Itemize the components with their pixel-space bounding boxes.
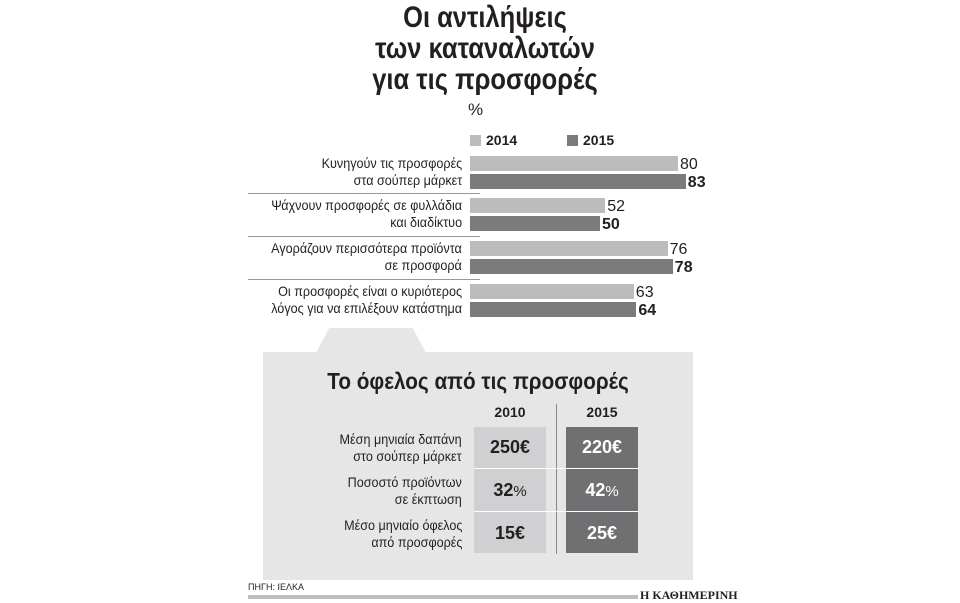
group-divider bbox=[248, 236, 480, 237]
brand-logo: Η ΚΑΘΗΜΕΡΙΝΗ bbox=[640, 588, 738, 602]
category-label-line: Αγοράζουν περισσότερα προϊόντα bbox=[271, 240, 462, 256]
bar-2014 bbox=[470, 284, 634, 299]
row-label-line: Μέση μηνιαία δαπάνη bbox=[339, 431, 462, 447]
cell-v2015: 220€ bbox=[566, 437, 638, 458]
bar-2015 bbox=[470, 174, 686, 189]
cell-v2015: 25€ bbox=[566, 523, 638, 544]
panel-title: Το όφελος από τις προσφορές bbox=[327, 368, 629, 394]
bar-2015 bbox=[470, 216, 600, 231]
data-label: 83 bbox=[687, 174, 706, 191]
row-label-line: Ποσοστό προϊόντων bbox=[347, 474, 462, 490]
title-line: των καταναλωτών bbox=[375, 32, 595, 65]
cell-unit: € bbox=[612, 437, 623, 457]
bar-2014 bbox=[470, 156, 678, 171]
cell-value: 25 bbox=[586, 523, 607, 543]
category-label-line: και διαδίκτυο bbox=[390, 214, 462, 230]
cell-unit: % bbox=[513, 483, 527, 500]
cell-value: 42 bbox=[585, 480, 606, 500]
cell-value: 250 bbox=[489, 437, 521, 457]
legend-item-2015: 2015 bbox=[567, 132, 614, 148]
category-label-line: λόγος για να επιλέξουν κατάστημα bbox=[271, 300, 462, 316]
legend-item-2014: 2014 bbox=[470, 132, 517, 148]
category-label-line: στα σούπερ μάρκετ bbox=[353, 172, 462, 188]
row-divider bbox=[474, 511, 638, 512]
category-label-line: Οι προσφορές είναι ο κυριότερος bbox=[278, 283, 462, 299]
footer-rule bbox=[248, 595, 638, 599]
row-label-line: σε έκπτωση bbox=[395, 491, 462, 507]
cell-v2010: 250€ bbox=[474, 437, 546, 458]
column-2010-bg bbox=[474, 427, 546, 553]
category-label-line: σε προσφορά bbox=[384, 257, 462, 273]
source-note: ΠΗΓΗ: ΙΕΛΚΑ bbox=[248, 582, 304, 592]
unit-label: % bbox=[468, 100, 484, 119]
row-label: Ποσοστό προϊόντων σε έκπτωση bbox=[348, 474, 462, 508]
data-label: 80 bbox=[680, 156, 698, 173]
bar-2014 bbox=[470, 241, 668, 256]
category-label: Αγοράζουν περισσότερα προϊόντα σε προσφορ… bbox=[271, 240, 462, 274]
column-header-2015: 2015 bbox=[586, 404, 618, 420]
column-2015-bg bbox=[566, 427, 638, 553]
cell-value: 32 bbox=[493, 480, 514, 500]
cell-unit: % bbox=[605, 483, 619, 500]
cell-unit: € bbox=[607, 523, 618, 543]
title-line: για τις προσφορές bbox=[372, 63, 598, 96]
category-label-line: Ψάχνουν προσφορές σε φυλλάδια bbox=[271, 197, 462, 213]
cell-value: 15 bbox=[494, 523, 515, 543]
row-divider bbox=[474, 468, 638, 469]
data-label: 52 bbox=[607, 198, 625, 215]
category-label: Κυνηγούν τις προσφορές στα σούπερ μάρκετ bbox=[321, 155, 462, 189]
row-label: Μέση μηνιαία δαπάνη στο σούπερ μάρκετ bbox=[340, 431, 462, 465]
cell-v2010: 32% bbox=[474, 480, 546, 501]
panel-tab bbox=[316, 328, 426, 353]
data-label: 50 bbox=[602, 216, 620, 233]
bar-2015 bbox=[470, 302, 637, 317]
title-line: Οι αντιλήψεις bbox=[403, 1, 567, 34]
row-label-line: από προσφορές bbox=[370, 534, 462, 550]
legend-label: 2015 bbox=[583, 132, 615, 148]
legend-label: 2014 bbox=[486, 132, 518, 148]
row-label-line: στο σούπερ μάρκετ bbox=[353, 448, 462, 464]
data-label: 63 bbox=[635, 284, 654, 301]
column-divider bbox=[556, 404, 557, 554]
cell-value: 220 bbox=[581, 437, 613, 457]
cell-v2010: 15€ bbox=[474, 523, 546, 544]
row-label-line: Μέσο μηνιαίο όφελος bbox=[343, 517, 462, 533]
group-divider bbox=[248, 193, 480, 194]
chart-title: Οι αντιλήψεις των καταναλωτών για τις πρ… bbox=[73, 2, 898, 95]
data-label: 78 bbox=[674, 259, 693, 276]
data-label: 64 bbox=[638, 302, 657, 319]
cell-unit: € bbox=[515, 523, 526, 543]
column-header-2010: 2010 bbox=[494, 404, 526, 420]
data-label: 76 bbox=[669, 241, 688, 258]
bar-2014 bbox=[470, 198, 606, 213]
bar-2015 bbox=[470, 259, 673, 274]
cell-unit: € bbox=[520, 437, 531, 457]
group-divider bbox=[248, 279, 480, 280]
cell-v2015: 42% bbox=[566, 480, 638, 501]
legend-swatch bbox=[567, 134, 578, 146]
row-label: Μέσο μηνιαίο όφελος από προσφορές bbox=[344, 517, 462, 551]
category-label-line: Κυνηγούν τις προσφορές bbox=[321, 155, 462, 171]
legend-swatch bbox=[470, 134, 481, 146]
category-label: Ψάχνουν προσφορές σε φυλλάδια και διαδίκτ… bbox=[271, 197, 462, 231]
category-label: Οι προσφορές είναι ο κυριότερος λόγος για… bbox=[271, 283, 462, 317]
